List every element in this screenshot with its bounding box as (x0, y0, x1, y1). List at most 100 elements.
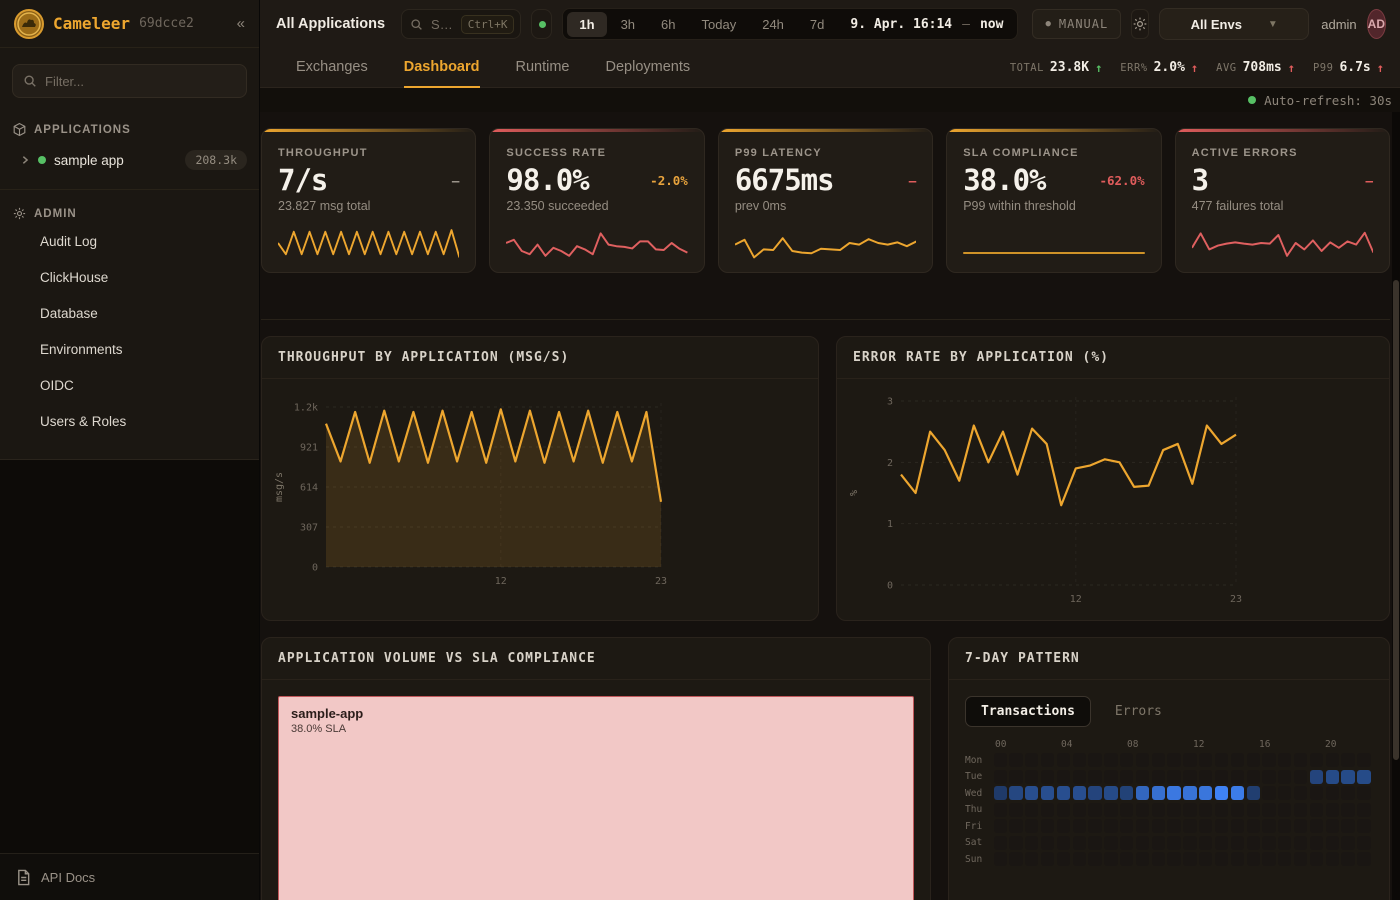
user-name: admin (1321, 16, 1357, 32)
sidebar-item-api-docs[interactable]: API Docs (0, 853, 259, 900)
tab-runtime[interactable]: Runtime (515, 58, 570, 75)
search-shortcut-badge: Ctrl+K (460, 14, 515, 34)
day-label: Sat (965, 837, 983, 848)
heatmap-cell (1040, 819, 1055, 833)
heatmap-cell (1293, 753, 1308, 767)
heatmap-cell (1325, 802, 1339, 817)
heatmap-cell (1183, 802, 1197, 817)
sidebar-item-clickhouse[interactable]: ClickHouse (40, 270, 109, 285)
range-button-6h[interactable]: 6h (661, 16, 676, 32)
theme-toggle-button[interactable] (1131, 9, 1150, 39)
sidebar-filter[interactable] (12, 64, 247, 98)
app-item-label: sample app (54, 152, 124, 168)
date-to[interactable]: now (979, 16, 1004, 32)
range-button-1h[interactable]: 1h (567, 11, 607, 37)
heatmap-cell (1214, 819, 1229, 833)
global-search[interactable]: S… Ctrl+K (401, 9, 522, 39)
vertical-scrollbar[interactable] (1392, 112, 1400, 900)
sidebar-item-users-roles[interactable]: Users & Roles (40, 414, 127, 429)
bottom-row: APPLICATION VOLUME VS SLA COMPLIANCE sam… (261, 637, 1390, 900)
section-applications: APPLICATIONS (0, 116, 259, 143)
svg-text:0: 0 (887, 581, 893, 592)
sidebar-collapse-icon[interactable]: « (236, 15, 245, 32)
heatmap-row-mon: Mon (965, 753, 1373, 767)
tab-exchanges[interactable]: Exchanges (296, 58, 368, 75)
heatmap-cell (1120, 802, 1134, 817)
heatmap-cell (1309, 852, 1324, 866)
heatmap-cell (993, 769, 1007, 784)
kpi-value: 3 (1191, 163, 1209, 197)
heatmap-cell (1167, 802, 1181, 817)
kpi-subtext: P99 within threshold (963, 199, 1076, 213)
sidebar-item-audit-log[interactable]: Audit Log (40, 234, 98, 249)
env-select-value: All Envs (1190, 16, 1242, 32)
heatmap-cell (1357, 819, 1371, 833)
tab-dashboard[interactable]: Dashboard (403, 48, 480, 88)
heatmap-cell (1135, 819, 1150, 833)
kpi-row: THROUGHPUT 7/s – 23.827 msg total SUCCESS RA… (261, 128, 1391, 273)
manual-mode-button[interactable]: ● MANUAL (1032, 9, 1122, 39)
heatmap-cell (1025, 769, 1039, 784)
range-button-today[interactable]: Today (701, 16, 737, 32)
toggle-transactions[interactable]: Transactions (965, 696, 1091, 727)
heatmap-cell (1309, 786, 1324, 800)
dashboard-content: THROUGHPUT 7/s – 23.827 msg total SUCCESS RA… (260, 112, 1400, 900)
day-label: Fri (965, 820, 983, 832)
heatmap-cell (1040, 802, 1055, 817)
heatmap-cell (1040, 786, 1055, 800)
autorefresh-dot (1248, 96, 1257, 104)
admin-header-label: ADMIN (34, 207, 77, 220)
kpi-delta: -2.0% (650, 172, 688, 188)
tab-deployments[interactable]: Deployments (605, 58, 691, 75)
scrollbar-thumb[interactable] (1393, 280, 1399, 760)
range-button-24h[interactable]: 24h (762, 16, 784, 32)
sidebar-item-environments[interactable]: Environments (40, 342, 123, 357)
chevron-right-icon[interactable] (20, 155, 30, 165)
kpi-subtext: 477 failures total (1191, 199, 1284, 213)
svg-text:1.2k: 1.2k (294, 403, 318, 414)
svg-text:3: 3 (887, 397, 893, 408)
heatmap-hour-labels: 00 04 08 12 16 20 (995, 739, 1373, 753)
heatmap-cell (1009, 769, 1023, 784)
toggle-errors[interactable]: Errors (1114, 704, 1162, 719)
heatmap-cell (1025, 802, 1039, 817)
heatmap-cell (1056, 753, 1071, 767)
error-rate-chart: 0 1 2 3 12 23% (837, 379, 1389, 620)
heatmap-cell (1151, 852, 1165, 866)
range-button-3h[interactable]: 3h (620, 16, 636, 32)
search-placeholder-text: S… (431, 16, 453, 32)
heatmap-cell (1056, 786, 1071, 800)
filter-input[interactable] (45, 73, 236, 89)
stat-total: TOTAL 23.8K ↑ (1010, 60, 1102, 75)
range-button-7d[interactable]: 7d (809, 16, 825, 32)
admin-items: Audit Log ClickHouse Database Environments O… (0, 227, 259, 436)
heatmap-cell (1214, 802, 1229, 817)
date-from[interactable]: 9. Apr. 16:14 (850, 16, 953, 32)
panel-title: APPLICATION VOLUME VS SLA COMPLIANCE (262, 638, 930, 680)
heatmap-cell (1025, 835, 1039, 850)
kpi-sparkline (506, 224, 689, 262)
heatmap-cell (1009, 852, 1023, 866)
kpi-delta: -62.0% (1099, 172, 1145, 188)
heatmap-cell (1135, 835, 1150, 850)
kpi-card-sla-compliance: SLA COMPLIANCE 38.0% -62.0% P99 within thre… (946, 128, 1162, 273)
svg-text:2: 2 (887, 458, 893, 469)
heatmap-cell (1056, 802, 1071, 817)
manual-label: MANUAL (1058, 17, 1109, 31)
sidebar-item-oidc[interactable]: OIDC (40, 378, 74, 393)
treemap-cell-sample-app[interactable]: sample-app 38.0% SLA (278, 696, 914, 900)
avatar[interactable]: AD (1366, 9, 1386, 39)
stat-p99: P99 6.7s ↑ (1313, 60, 1384, 75)
manual-dot-icon: ● (1045, 19, 1052, 29)
trend-arrow-icon: ↑ (1376, 60, 1384, 75)
sidebar-item-database[interactable]: Database (40, 306, 98, 321)
time-range-group: 1h 3h 6h Today 24h 7d 9. Apr. 16:14 – now (562, 8, 1019, 40)
kpi-value: 38.0% (963, 163, 1046, 197)
heatmap-row-wed: Wed (965, 786, 1373, 800)
heatmap-cell (1230, 786, 1245, 800)
heatmap-cell (1325, 769, 1339, 784)
heatmap-cell (1262, 802, 1276, 817)
sidebar-item-sample-app[interactable]: sample app 208.3k (0, 143, 259, 177)
heatmap-cell (1072, 786, 1086, 800)
environment-select[interactable]: All Envs ▼ (1159, 8, 1310, 40)
